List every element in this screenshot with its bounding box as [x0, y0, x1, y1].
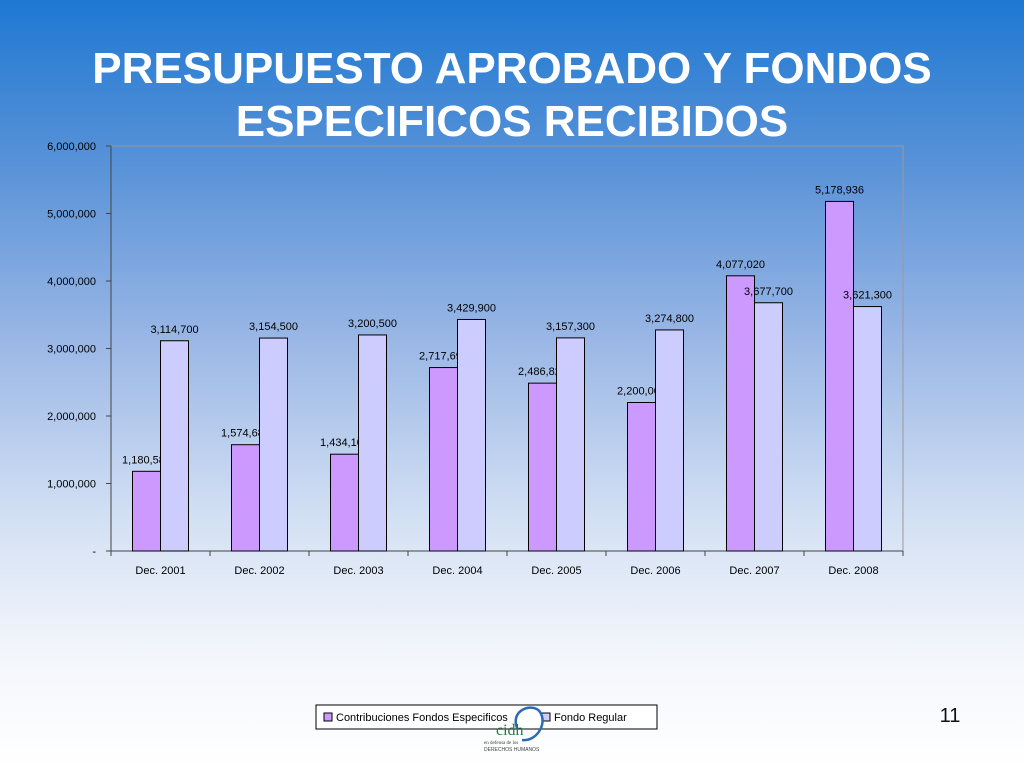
- x-tick-label: Dec. 2002: [234, 565, 284, 577]
- data-label: 5,178,936: [815, 184, 864, 196]
- data-label: 3,154,500: [249, 321, 298, 333]
- bar-fondos-especificos: [528, 382, 557, 552]
- y-tick-label: -: [92, 546, 96, 558]
- cidh-logo: cidh en defensa de los DERECHOS HUMANOS: [484, 706, 544, 753]
- data-label: 3,274,800: [645, 313, 694, 325]
- x-tick-label: Dec. 2006: [630, 565, 680, 577]
- bar-fondo-regular: [259, 337, 288, 552]
- bar-fondos-especificos: [726, 275, 755, 552]
- data-label: 3,200,500: [348, 318, 397, 330]
- y-tick-label: 3,000,000: [47, 344, 96, 356]
- slide-title-line-1: PRESUPUESTO APROBADO Y FONDOS: [92, 44, 932, 93]
- bar-fondos-especificos: [825, 200, 854, 552]
- data-label: 2,200,000: [617, 386, 666, 398]
- x-tick-label: Dec. 2005: [531, 565, 581, 577]
- data-label: 3,677,700: [744, 286, 793, 298]
- slide-number: 11: [939, 705, 961, 727]
- data-label: 1,180,588: [122, 454, 171, 466]
- bar-fondo-regular: [556, 337, 585, 552]
- x-tick-label: Dec. 2008: [828, 565, 878, 577]
- y-tick-label: 1,000,000: [47, 479, 96, 491]
- bar-fondo-regular: [754, 302, 783, 552]
- legend-swatch: [323, 712, 333, 722]
- bar-fondo-regular: [457, 318, 486, 552]
- bar-fondo-regular: [160, 340, 189, 552]
- x-tick-label: Dec. 2001: [135, 565, 185, 577]
- svg-text:cidh: cidh: [496, 722, 524, 739]
- data-label: 3,429,900: [447, 302, 496, 314]
- plot-area: [110, 145, 904, 552]
- svg-text:en defensa de los: en defensa de los: [484, 741, 518, 746]
- bar-fondo-regular: [358, 334, 387, 552]
- x-tick-label: Dec. 2003: [333, 565, 383, 577]
- legend-label: Fondo Regular: [554, 712, 627, 724]
- data-label: 3,157,300: [546, 321, 595, 333]
- y-tick-label: 5,000,000: [47, 209, 96, 221]
- legend-label: Contribuciones Fondos Especificos: [336, 712, 508, 724]
- bar-fondos-especificos: [627, 402, 656, 552]
- y-tick-label: 6,000,000: [47, 141, 96, 153]
- slide-title-line-2: ESPECIFICOS RECIBIDOS: [235, 97, 789, 146]
- data-label: 2,717,695: [419, 351, 468, 363]
- data-label: 2,486,825: [518, 366, 567, 378]
- legend: [315, 704, 658, 730]
- slide-title: PRESUPUESTO APROBADO Y FONDOS ESPECIFICO…: [0, 42, 1024, 148]
- x-tick-label: Dec. 2007: [729, 565, 779, 577]
- bar-fondo-regular: [853, 306, 882, 552]
- y-tick-label: 2,000,000: [47, 411, 96, 423]
- y-tick-label: 4,000,000: [47, 276, 96, 288]
- data-label: 1,574,684: [221, 428, 270, 440]
- bar-fondos-especificos: [231, 444, 260, 552]
- x-tick-label: Dec. 2004: [432, 565, 482, 577]
- bar-fondos-especificos: [132, 470, 161, 552]
- data-label: 3,114,700: [150, 324, 198, 336]
- bar-fondo-regular: [655, 329, 684, 552]
- data-label: 4,077,020: [716, 259, 765, 271]
- bar-fondos-especificos: [429, 367, 458, 552]
- svg-text:DERECHOS HUMANOS: DERECHOS HUMANOS: [484, 747, 540, 753]
- data-label: 1,434,101: [320, 437, 369, 449]
- bar-fondos-especificos: [330, 453, 359, 552]
- data-label: 3,621,300: [843, 290, 892, 302]
